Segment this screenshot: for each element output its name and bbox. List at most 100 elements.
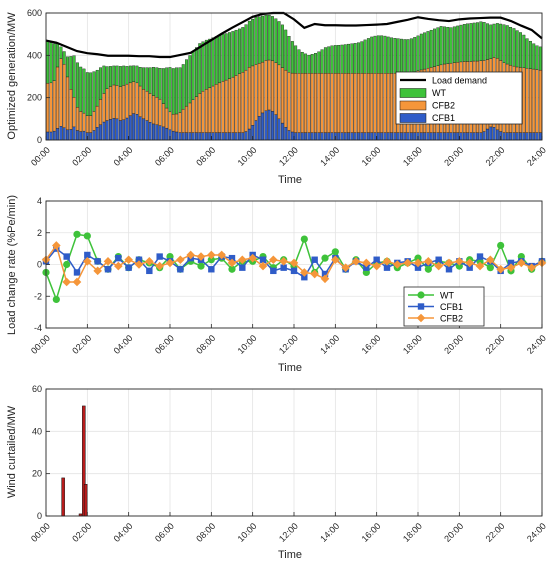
marker-square: [363, 264, 370, 271]
bar-wt: [383, 35, 387, 74]
marker-circle: [414, 254, 422, 262]
bar-wt: [310, 54, 314, 74]
bar-wt: [277, 21, 281, 66]
x-tick-label: 10:00: [236, 145, 259, 168]
y-tick-label: 0: [37, 260, 42, 270]
marker-circle: [63, 260, 71, 269]
bar-cfb2: [52, 80, 56, 132]
bar-wt: [373, 35, 377, 74]
bar-wt: [370, 36, 374, 74]
marker-square: [177, 266, 184, 273]
bar-cfb2: [198, 93, 202, 133]
marker-square: [414, 264, 422, 271]
bar-cfb2: [532, 68, 536, 133]
load-change-x-label: Time: [278, 362, 302, 374]
x-tick-label: 22:00: [484, 333, 507, 356]
bar-cfb1: [135, 114, 139, 141]
marker-diamond: [416, 313, 426, 323]
marker-circle: [331, 248, 339, 256]
bar-wt: [436, 27, 440, 66]
x-tick-label: 00:00: [29, 145, 52, 168]
legend-swatch: [399, 88, 427, 98]
bar-cfb1: [99, 124, 103, 141]
bar-cfb2: [89, 115, 93, 133]
marker-diamond: [83, 257, 92, 266]
bar-cfb1: [155, 124, 159, 141]
bar-wt: [125, 66, 129, 85]
wind-curtailed-panel: 00:00 02:00 04:00 06:00 08:00 10:00 12:00 14:00…: [29, 384, 548, 544]
bar-cfb2: [373, 73, 377, 133]
bar-cfb1: [89, 132, 93, 141]
marker-square: [373, 256, 380, 263]
bar-cfb1: [208, 132, 212, 141]
bar-wt: [297, 49, 301, 74]
bar-cfb1: [280, 122, 284, 141]
bar-wt: [69, 56, 73, 90]
bar-cfb2: [221, 81, 225, 133]
bar-cfb2: [125, 83, 129, 119]
marker-circle: [207, 256, 215, 264]
bar-cfb2: [56, 66, 60, 129]
marker-diamond: [434, 261, 443, 271]
bar-wt: [482, 22, 486, 61]
marker-square: [466, 264, 473, 271]
bar-cfb1: [194, 132, 198, 141]
bar-wt: [439, 26, 443, 66]
bar-wt: [459, 24, 463, 63]
generation-panel: 00:00 02:00 04:00 06:00 08:00 10:00 12:00 14:00…: [27, 8, 548, 168]
bar-wt: [59, 46, 63, 59]
bar-cfb2: [62, 64, 66, 128]
bar-cfb2: [330, 73, 334, 133]
bar-cfb2: [254, 64, 258, 121]
bar-cfb1: [105, 120, 109, 141]
bar-cfb1: [161, 126, 165, 141]
bar-cfb1: [330, 132, 334, 141]
marker-diamond: [134, 260, 144, 269]
bar-wt: [138, 67, 142, 87]
bar-cfb1: [228, 132, 231, 141]
bar-wt: [155, 67, 159, 98]
bar-wt: [115, 65, 119, 86]
marker-diamond: [258, 261, 268, 271]
bar-cfb1: [56, 128, 60, 141]
marker-diamond: [320, 274, 330, 284]
bar-wt: [403, 39, 407, 74]
bar-cfb2: [132, 81, 136, 114]
bar-cfb1: [317, 132, 321, 141]
bar-wt: [442, 26, 446, 65]
legend-label: WT: [432, 88, 446, 98]
bar-cfb2: [231, 76, 235, 133]
bar-wt: [476, 22, 479, 62]
marker-square: [228, 254, 236, 262]
bar-wt: [317, 51, 321, 74]
bar-cfb1: [75, 130, 79, 141]
bar-cfb1: [535, 132, 539, 141]
bar-cfb2: [244, 69, 248, 132]
load-demand-line: [45, 11, 543, 59]
marker-diamond: [444, 258, 454, 268]
bar-wt: [75, 62, 79, 108]
y-tick-label: 40: [32, 426, 42, 436]
bar-cfb1: [340, 132, 344, 141]
bar-wt: [366, 38, 370, 74]
bar-cfb1: [469, 132, 473, 141]
bar-cfb1: [409, 132, 413, 141]
bar-cfb1: [92, 130, 96, 141]
x-tick-label: 12:00: [277, 333, 300, 356]
bar-cfb1: [49, 131, 53, 141]
bar-wt: [469, 23, 473, 62]
bar-cfb2: [158, 98, 162, 126]
bar-cfb2: [145, 91, 149, 121]
bar-wt: [499, 23, 503, 61]
bar-cfb1: [277, 118, 281, 141]
bar-cfb2: [343, 73, 347, 133]
marker-square: [63, 253, 70, 260]
bar-wt: [152, 67, 155, 96]
bar-cfb2: [72, 97, 76, 128]
x-tick-label: 18:00: [401, 333, 424, 356]
bar-cfb1: [297, 132, 301, 141]
marker-diamond: [176, 255, 185, 265]
bar-wt: [109, 66, 112, 87]
bar-wt: [257, 16, 261, 64]
marker-circle: [228, 265, 236, 273]
